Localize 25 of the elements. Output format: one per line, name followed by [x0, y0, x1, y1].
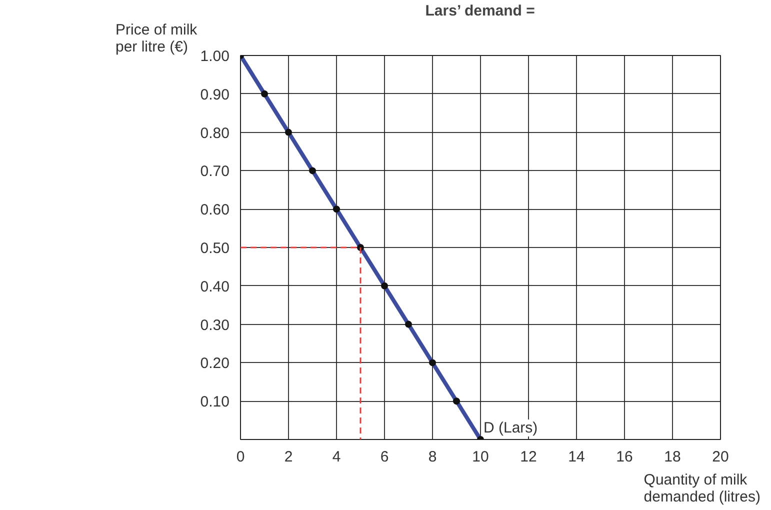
y-tick-label: 0.40	[200, 278, 230, 296]
x-tick-label: 12	[520, 448, 537, 466]
y-tick-label: 0.60	[200, 202, 230, 219]
y-tick-label: 0.50	[200, 240, 230, 257]
series-label: D (Lars)	[484, 420, 538, 436]
y-tick-label: 0.10	[200, 394, 230, 411]
x-tick-label: 18	[664, 448, 681, 466]
y-tick-label: 0.90	[200, 86, 230, 104]
x-tick-label: 16	[616, 448, 633, 466]
y-tick-label: 1.00	[200, 48, 230, 65]
x-tick-label: 10	[472, 448, 489, 466]
y-tick-label: 0.70	[200, 163, 230, 180]
y-tick-label: 0.30	[200, 316, 230, 334]
y-axis-title: Price of milk per litre (€)	[116, 22, 198, 56]
chart-title: Lars’ demand =	[425, 2, 536, 20]
x-tick-label: 8	[428, 448, 437, 466]
x-tick-label: 20	[712, 448, 729, 466]
x-tick-label: 0	[236, 448, 245, 466]
x-axis-title: Quantity of milk demanded (litres)	[644, 472, 761, 506]
x-tick-label: 6	[380, 448, 389, 466]
x-tick-label: 2	[284, 448, 293, 466]
x-tick-label: 14	[568, 448, 585, 466]
y-tick-label: 0.80	[200, 124, 230, 142]
y-tick-label: 0.20	[200, 355, 230, 372]
x-tick-label: 4	[332, 448, 341, 466]
